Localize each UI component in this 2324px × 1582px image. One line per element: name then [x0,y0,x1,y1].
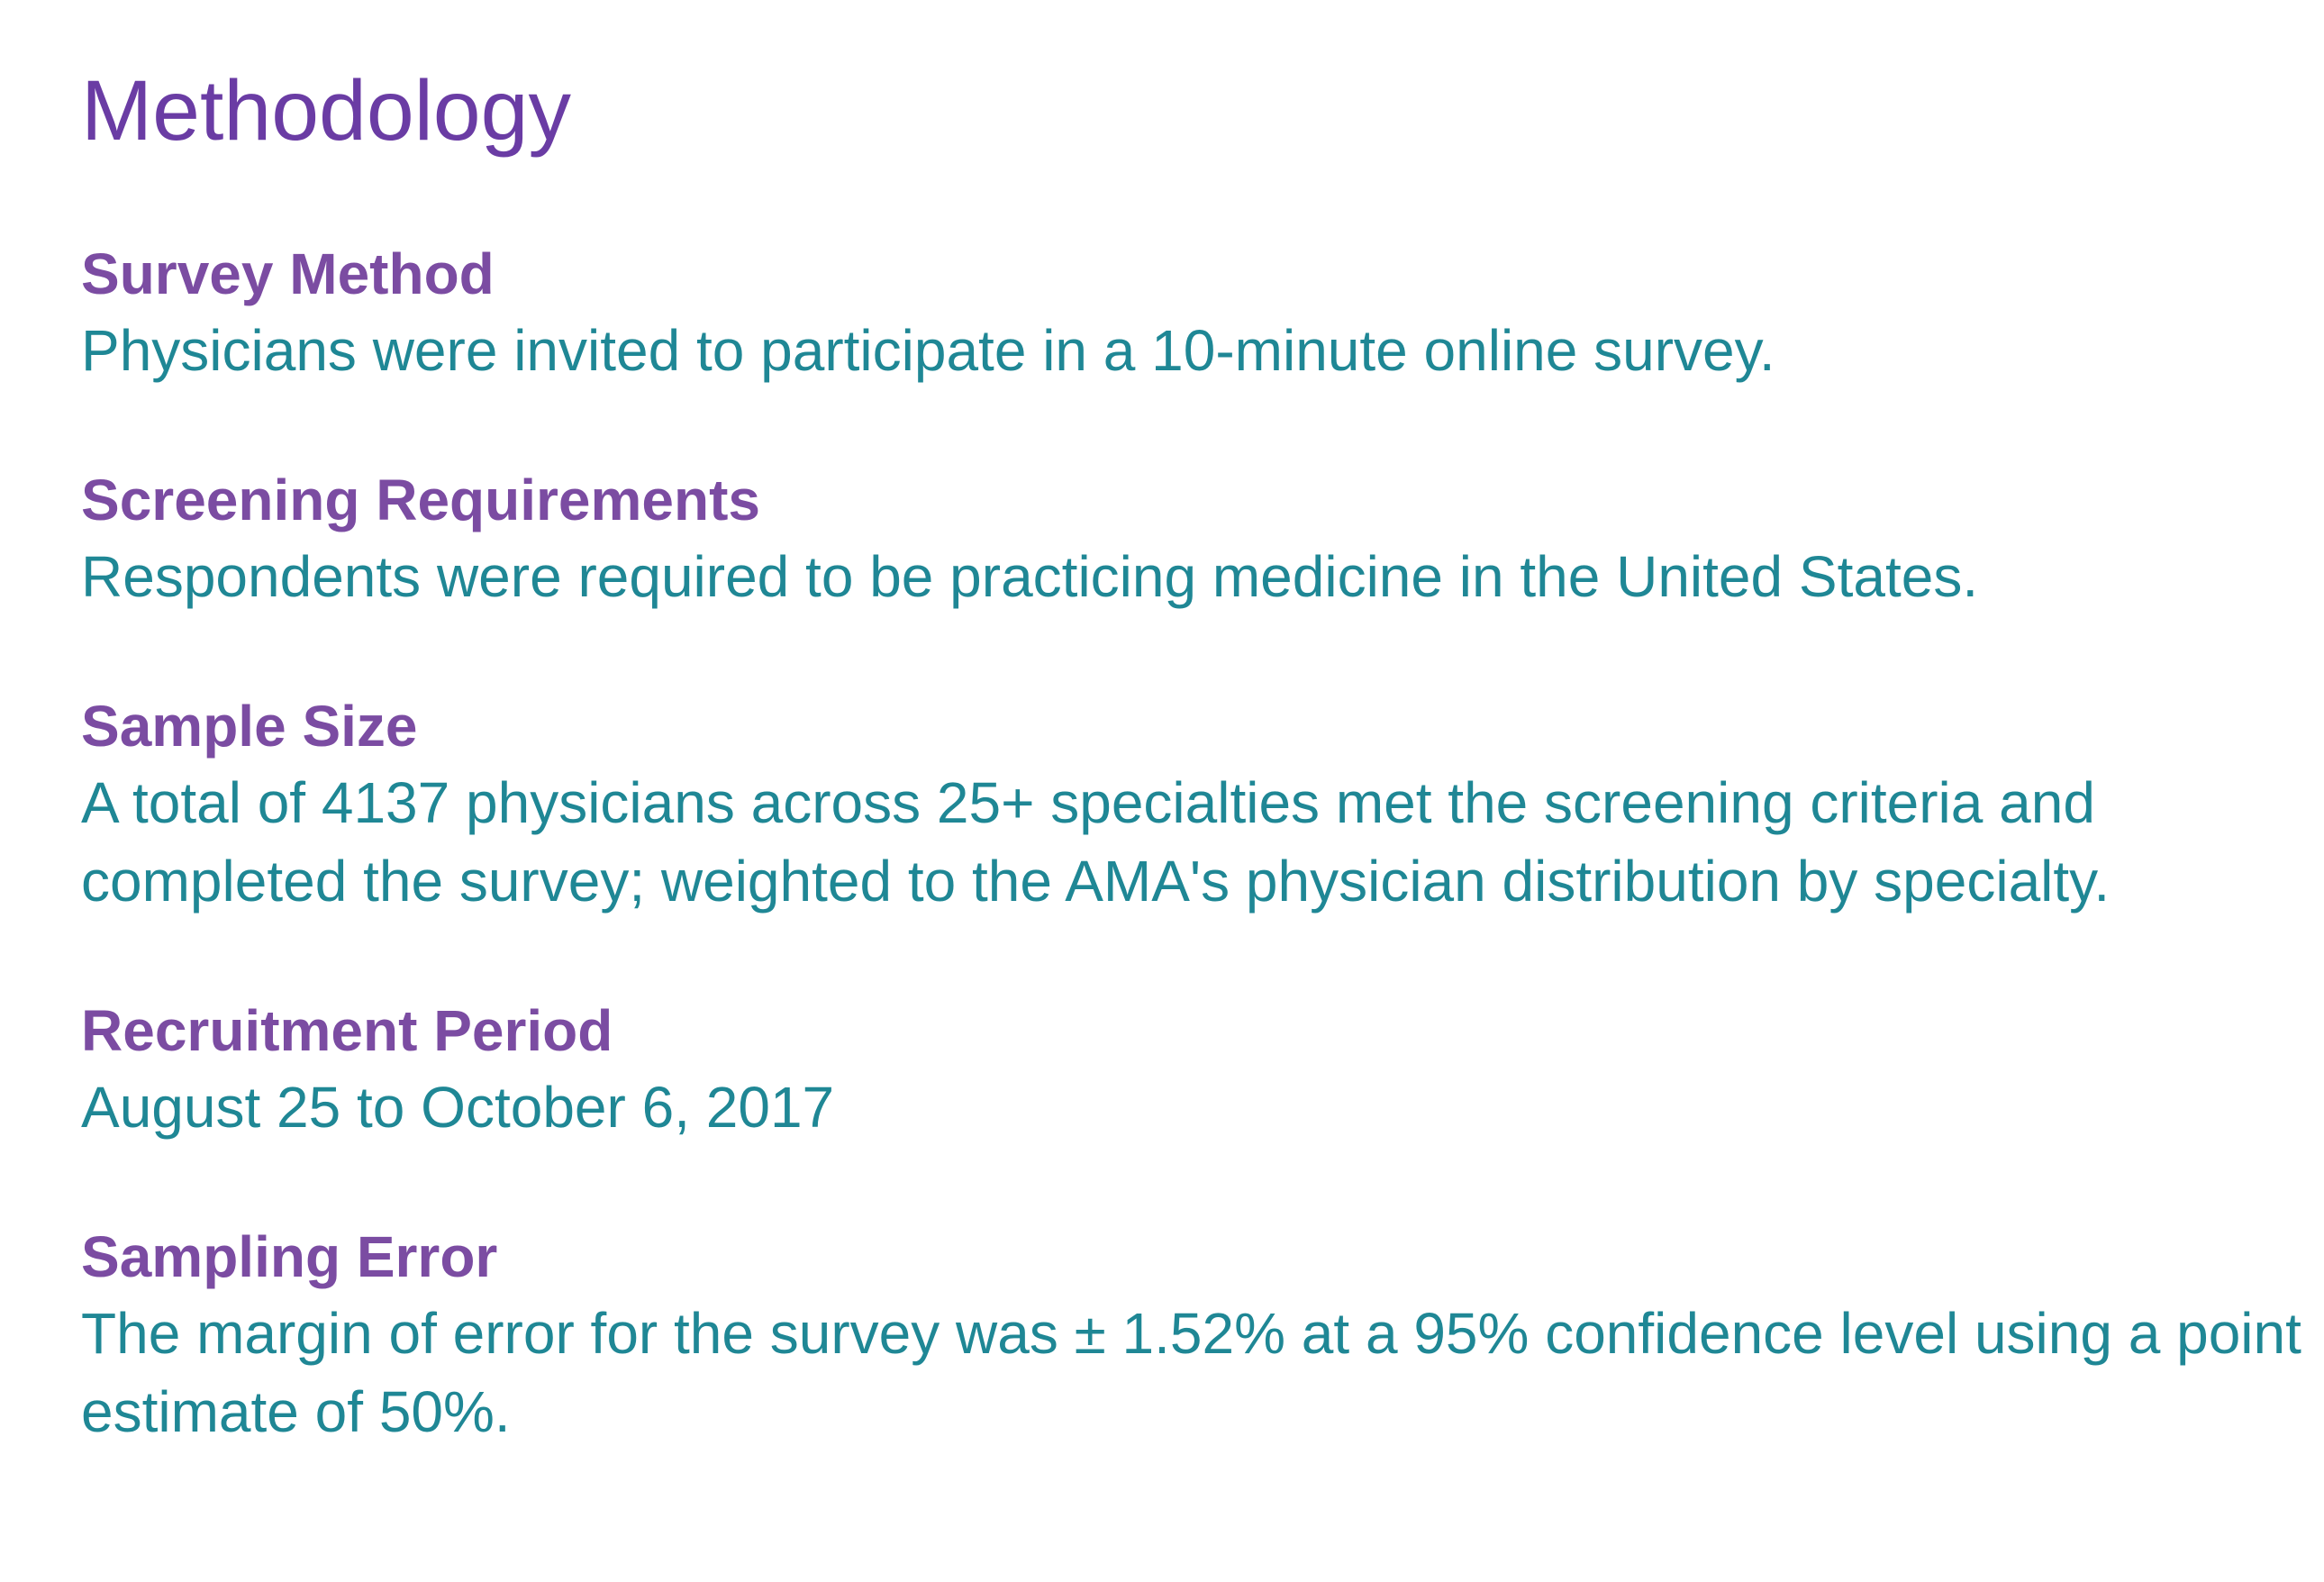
section-body-line: Respondents were required to be practici… [81,544,1979,609]
section-body-line: The margin of error for the survey was ±… [81,1301,2301,1366]
section-heading: Screening Requirements [81,468,760,532]
section-screening-requirements: Screening Requirements Respondents were … [81,462,2270,616]
section-sampling-error: Sampling Error The margin of error for t… [81,1219,2301,1451]
section-body-line: A total of 4137 physicians across 25+ sp… [81,770,2095,835]
section-body-line: completed the survey; weighted to the AM… [81,849,2111,914]
section-body-line: estimate of 50%. [81,1379,511,1444]
section-body: Physicians were invited to participate i… [81,312,2270,390]
section-body-line: August 25 to October 6, 2017 [81,1075,835,1140]
section-heading: Sample Size [81,694,418,759]
page-title: Methodology [81,63,571,159]
section-heading: Recruitment Period [81,998,613,1063]
section-heading: Survey Method [81,241,495,306]
section-heading: Sampling Error [81,1224,498,1289]
methodology-content: Methodology Survey Method Physicians wer… [81,0,2301,1451]
section-body: The margin of error for the survey was ±… [81,1295,2301,1451]
section-survey-method: Survey Method Physicians were invited to… [81,236,2270,390]
section-sample-size: Sample Size A total of 4137 physicians a… [81,688,2270,921]
section-body: A total of 4137 physicians across 25+ sp… [81,764,2270,921]
section-body-line: Physicians were invited to participate i… [81,318,1775,383]
section-body: August 25 to October 6, 2017 [81,1068,2270,1147]
section-body: Respondents were required to be practici… [81,538,2270,616]
section-recruitment-period: Recruitment Period August 25 to October … [81,993,2270,1147]
